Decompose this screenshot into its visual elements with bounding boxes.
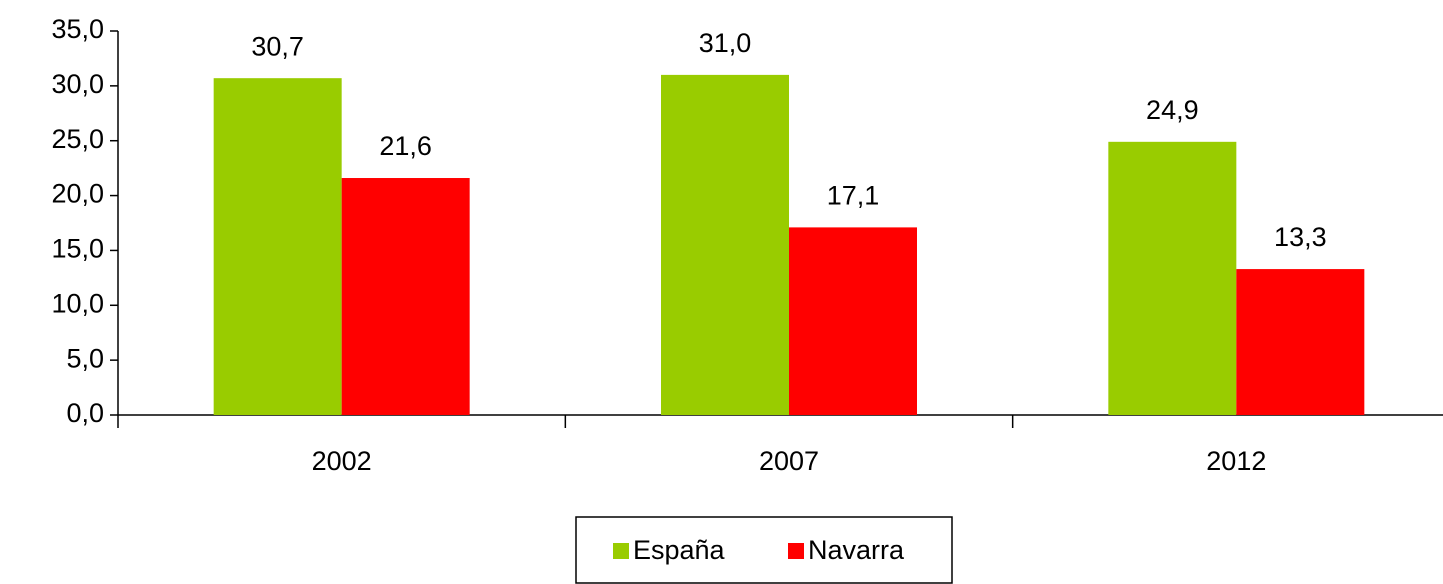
y-tick-label: 20,0 (51, 179, 104, 209)
legend-label: Navarra (808, 535, 905, 565)
bar (341, 178, 470, 415)
data-label: 17,1 (827, 181, 880, 211)
legend-label: España (633, 535, 726, 565)
y-tick-label: 25,0 (51, 124, 104, 154)
bar (661, 74, 789, 415)
data-label: 21,6 (379, 131, 432, 161)
data-label: 24,9 (1146, 95, 1199, 125)
y-tick-label: 35,0 (51, 14, 104, 44)
y-tick-label: 5,0 (66, 343, 104, 373)
y-tick-label: 15,0 (51, 234, 104, 264)
legend-swatch (788, 543, 804, 559)
legend-box (575, 516, 953, 584)
bar (789, 227, 917, 415)
data-label: 30,7 (251, 31, 304, 61)
y-tick-label: 10,0 (51, 288, 104, 318)
bar (1108, 141, 1237, 415)
x-tick-label: 2012 (1206, 446, 1266, 476)
y-tick-label: 0,0 (66, 398, 104, 428)
x-tick-label: 2002 (312, 446, 372, 476)
y-tick-label: 30,0 (51, 69, 104, 99)
data-label: 13,3 (1274, 222, 1327, 252)
data-label: 31,0 (699, 28, 752, 58)
bar (1236, 269, 1365, 415)
legend-swatch (613, 543, 629, 559)
x-tick-label: 2007 (759, 446, 819, 476)
bar (213, 78, 342, 416)
